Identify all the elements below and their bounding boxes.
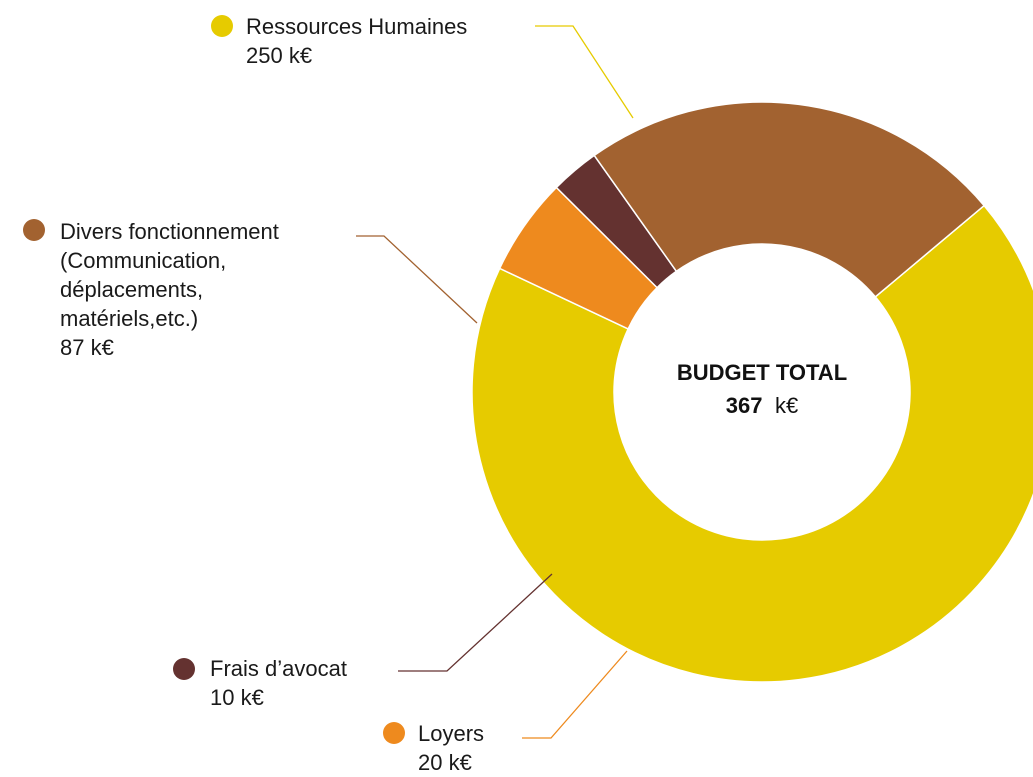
slice-label-line-3-3: matériels,etc.) [60, 306, 198, 331]
center-label: BUDGET TOTAL 367 k€ [677, 360, 847, 418]
leader-line-0 [535, 25, 634, 119]
slice-value-label-0: 250 k€ [246, 43, 312, 68]
slice-label-line-3-2: déplacements, [60, 277, 203, 302]
legend-dot-1 [383, 722, 405, 744]
donut-slice-0 [471, 204, 1033, 683]
legend-dot-0 [211, 15, 233, 37]
leader-line-1 [522, 650, 628, 739]
center-total-unit: k€ [775, 393, 798, 418]
center-total-value: 367 [726, 393, 763, 418]
slice-label-line-1-0: Loyers [418, 721, 484, 746]
leader-line-3 [356, 235, 478, 324]
slice-label-0: Ressources Humaines 250 k€ [246, 14, 467, 68]
center-title: BUDGET TOTAL [677, 360, 847, 385]
slices-layer [471, 101, 1033, 683]
slice-label-line-3-0: Divers fonctionnement [60, 219, 279, 244]
slice-label-2: Frais d’avocat 10 k€ [210, 656, 347, 710]
slice-label-3: Divers fonctionnement (Communication, dépl… [60, 219, 279, 360]
donut-slice-3 [593, 101, 986, 298]
slice-value-label-3: 87 k€ [60, 335, 114, 360]
slice-label-line-0-0: Ressources Humaines [246, 14, 467, 39]
slice-value-label-1: 20 k€ [418, 750, 472, 772]
legend-dot-3 [23, 219, 45, 241]
labels-layer: Ressources Humaines 250 k€ Loyers 20 k€ Frai… [23, 14, 484, 775]
slice-label-line-3-1: (Communication, [60, 248, 226, 273]
slice-label-1: Loyers 20 k€ [418, 721, 484, 772]
leader-line-2 [398, 573, 553, 672]
center-total: 367 k€ [726, 393, 798, 418]
slice-value-label-2: 10 k€ [210, 685, 264, 710]
slice-label-line-2-0: Frais d’avocat [210, 656, 347, 681]
legend-dot-2 [173, 658, 195, 680]
leader-lines-layer [356, 25, 634, 739]
